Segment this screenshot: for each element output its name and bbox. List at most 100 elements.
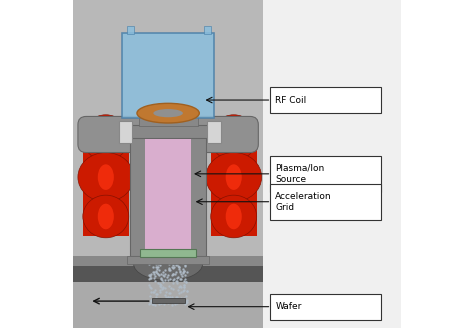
FancyBboxPatch shape (122, 33, 214, 118)
Point (155, 267, 163, 273)
Point (151, 274, 158, 279)
Point (156, 298, 164, 303)
Point (173, 295, 180, 300)
Point (154, 264, 162, 269)
Point (146, 259, 154, 264)
Ellipse shape (206, 153, 262, 202)
Ellipse shape (137, 103, 199, 123)
Point (173, 269, 180, 274)
Point (166, 267, 173, 273)
Point (170, 281, 177, 286)
Point (178, 284, 185, 289)
Point (182, 279, 190, 284)
Point (174, 275, 182, 280)
Point (153, 256, 160, 261)
Point (177, 289, 184, 294)
Point (164, 294, 172, 299)
Point (180, 267, 187, 272)
Point (157, 282, 164, 287)
Point (180, 289, 187, 294)
Point (179, 269, 187, 275)
Point (172, 272, 179, 277)
Point (155, 255, 163, 260)
Point (182, 293, 190, 298)
Ellipse shape (78, 153, 134, 202)
Point (170, 265, 177, 271)
Point (166, 294, 174, 299)
Point (175, 267, 183, 272)
Point (164, 272, 172, 277)
Point (180, 283, 188, 288)
Point (157, 301, 165, 306)
Point (172, 262, 180, 267)
Point (155, 302, 163, 307)
Ellipse shape (83, 195, 129, 238)
Point (173, 280, 181, 285)
Point (147, 285, 155, 291)
Point (152, 259, 160, 265)
Point (162, 267, 169, 273)
Point (146, 275, 154, 280)
Point (163, 274, 171, 279)
Point (171, 264, 178, 269)
Point (176, 283, 184, 288)
Point (150, 271, 158, 276)
FancyBboxPatch shape (83, 131, 129, 236)
Point (175, 264, 182, 269)
FancyBboxPatch shape (270, 156, 381, 192)
Point (183, 299, 191, 304)
Point (179, 260, 186, 265)
Point (182, 298, 190, 304)
Point (182, 262, 189, 267)
FancyBboxPatch shape (78, 116, 258, 153)
Point (170, 299, 178, 304)
Point (180, 295, 187, 300)
Point (165, 291, 173, 296)
Point (165, 284, 173, 289)
Point (154, 272, 162, 277)
Point (159, 269, 166, 274)
Point (174, 263, 182, 269)
Point (180, 287, 187, 293)
Point (155, 280, 162, 285)
Point (152, 262, 160, 267)
Point (168, 260, 176, 265)
FancyBboxPatch shape (138, 116, 198, 126)
Point (177, 296, 185, 301)
Point (171, 301, 179, 306)
FancyBboxPatch shape (140, 249, 196, 257)
FancyBboxPatch shape (270, 184, 381, 220)
Point (158, 297, 165, 302)
Point (181, 278, 188, 284)
Point (180, 285, 188, 290)
Point (151, 302, 158, 307)
Point (157, 277, 164, 282)
Point (179, 273, 186, 278)
Point (146, 276, 153, 281)
Point (173, 278, 181, 284)
Point (170, 263, 177, 268)
Point (146, 273, 153, 278)
Point (152, 269, 159, 274)
Point (158, 297, 165, 302)
Point (169, 286, 177, 292)
Point (157, 298, 165, 303)
Point (181, 268, 188, 273)
Point (148, 301, 156, 306)
Point (177, 276, 184, 281)
Point (146, 300, 154, 305)
FancyBboxPatch shape (127, 256, 209, 264)
Ellipse shape (98, 125, 114, 151)
Point (164, 295, 172, 300)
Point (181, 273, 189, 278)
Point (149, 269, 157, 275)
Point (151, 278, 159, 284)
Point (158, 286, 165, 292)
Point (183, 298, 191, 303)
Point (173, 301, 180, 306)
Ellipse shape (211, 115, 257, 161)
Point (160, 301, 167, 307)
Ellipse shape (98, 204, 114, 229)
Point (156, 287, 164, 292)
Point (182, 279, 190, 284)
